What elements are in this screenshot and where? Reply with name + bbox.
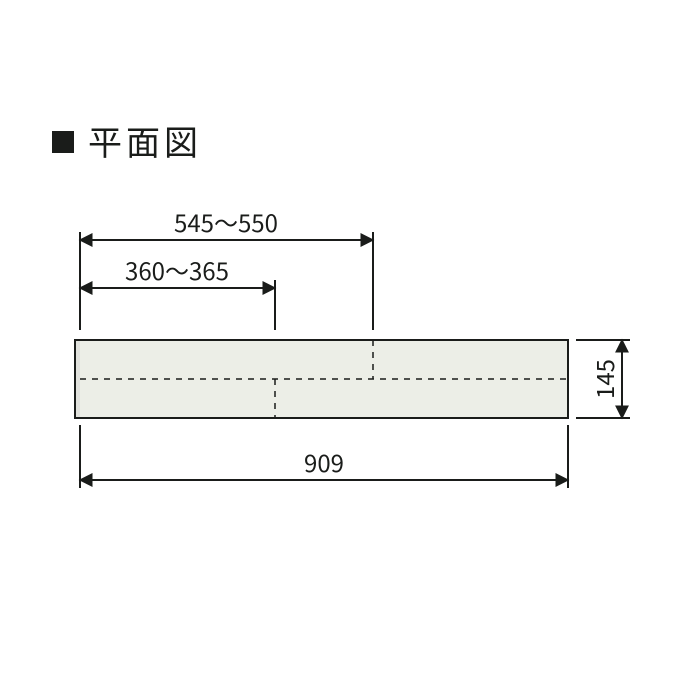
heading-square-marker bbox=[52, 131, 74, 153]
dimension-right-label: 145 bbox=[586, 359, 621, 399]
dimension-upper-inner: 360～365 bbox=[80, 252, 275, 330]
dimension-bottom-label: 909 bbox=[304, 444, 344, 479]
dimension-right: 145 bbox=[576, 340, 630, 418]
section-heading: 平面図 bbox=[52, 116, 202, 165]
dimension-bottom: 909 bbox=[80, 425, 568, 488]
dimension-upper-inner-label: 360～365 bbox=[125, 252, 229, 287]
heading-text: 平面図 bbox=[88, 116, 202, 165]
dimension-upper-outer-label: 545～550 bbox=[174, 204, 278, 239]
plan-view-diagram: 545～550 360～365 909 bbox=[52, 200, 648, 560]
